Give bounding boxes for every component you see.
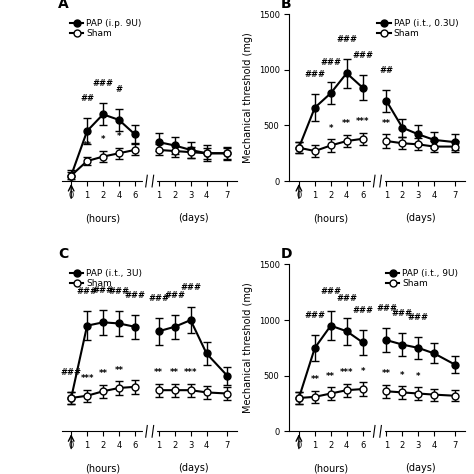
Text: *: * <box>416 372 420 381</box>
Text: ###: ### <box>376 304 397 313</box>
Text: ###: ### <box>320 287 341 296</box>
Text: (hours): (hours) <box>85 464 120 474</box>
Text: (days): (days) <box>405 464 436 474</box>
Text: ***: *** <box>184 368 197 377</box>
Text: **: ** <box>154 368 163 377</box>
Text: **: ** <box>82 141 91 150</box>
Text: D: D <box>281 247 292 261</box>
Text: B: B <box>281 0 291 11</box>
Text: (days): (days) <box>178 213 208 223</box>
Text: #: # <box>116 85 122 94</box>
Text: ###: ### <box>61 368 82 377</box>
Text: **: ** <box>310 375 319 384</box>
Text: **: ** <box>326 372 335 381</box>
Y-axis label: Mechanical threshold (mg): Mechanical threshold (mg) <box>243 32 253 163</box>
Y-axis label: Mechanical threshold (mg): Mechanical threshold (mg) <box>243 283 253 413</box>
Text: **: ** <box>342 119 351 128</box>
Text: ###: ### <box>77 287 98 296</box>
Text: ###: ### <box>92 286 114 295</box>
Text: ***: *** <box>81 374 94 383</box>
Legend: PAP (i.t., 0.3U), Sham: PAP (i.t., 0.3U), Sham <box>374 15 462 42</box>
Text: (hours): (hours) <box>313 464 348 474</box>
Text: ###: ### <box>352 51 373 60</box>
Text: ###: ### <box>148 294 169 303</box>
Text: ##: ## <box>380 66 393 75</box>
Text: (hours): (hours) <box>85 213 120 223</box>
Text: **: ** <box>99 369 108 378</box>
Text: ###: ### <box>336 35 357 44</box>
Text: *: * <box>328 124 333 133</box>
Text: ###: ### <box>180 283 201 292</box>
Text: ###: ### <box>304 70 325 79</box>
Text: **: ** <box>170 368 179 377</box>
Legend: PAP (i.p. 9U), Sham: PAP (i.p. 9U), Sham <box>66 15 145 42</box>
Text: *: * <box>101 136 105 145</box>
Text: **: ** <box>382 369 391 378</box>
Text: (hours): (hours) <box>313 213 348 223</box>
Text: ###: ### <box>92 79 114 88</box>
Text: ###: ### <box>336 294 357 303</box>
Text: ###: ### <box>320 58 341 67</box>
Text: ###: ### <box>124 291 146 300</box>
Text: (days): (days) <box>405 213 436 223</box>
Text: ***: *** <box>356 117 369 126</box>
Text: **: ** <box>382 118 391 128</box>
Text: *: * <box>400 371 405 380</box>
Text: ###: ### <box>304 310 325 319</box>
Text: (days): (days) <box>178 464 208 474</box>
Legend: PAP (i.t., 9U), Sham: PAP (i.t., 9U), Sham <box>383 265 462 292</box>
Text: ###: ### <box>109 287 129 296</box>
Text: ###: ### <box>392 310 413 319</box>
Text: A: A <box>58 0 69 11</box>
Text: *: * <box>360 367 365 376</box>
Legend: PAP (i.t., 3U), Sham: PAP (i.t., 3U), Sham <box>66 265 146 292</box>
Text: ***: *** <box>340 368 354 377</box>
Text: ###: ### <box>164 291 185 300</box>
Text: *: * <box>117 132 121 141</box>
Text: ###: ### <box>408 313 429 322</box>
Text: C: C <box>58 247 68 261</box>
Text: ##: ## <box>80 94 94 103</box>
Text: **: ** <box>114 365 123 374</box>
Text: ###: ### <box>352 306 373 315</box>
